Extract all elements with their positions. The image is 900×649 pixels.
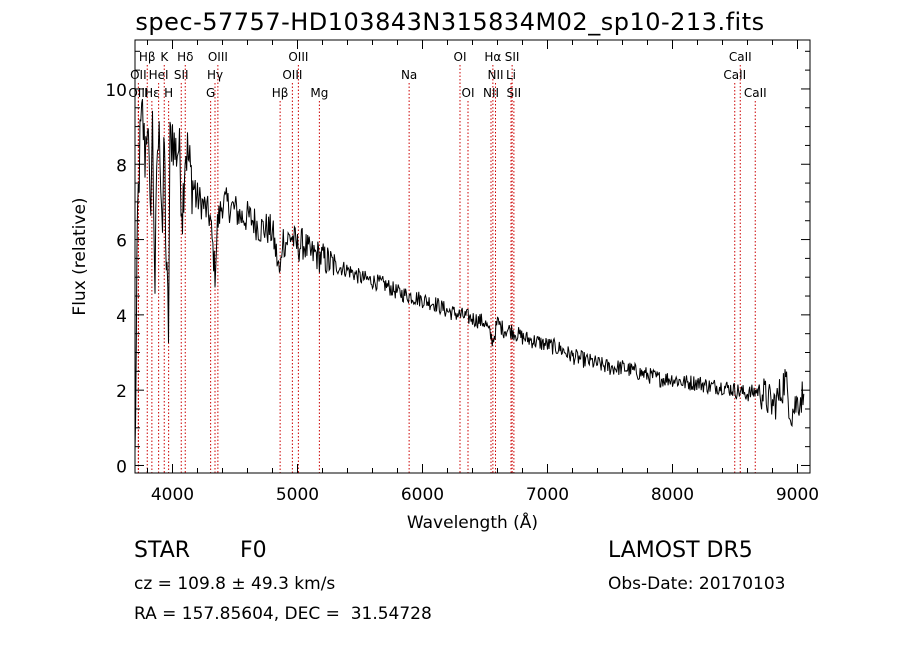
- x-tick-label: 9000: [776, 485, 819, 505]
- line-marker-label: Hε: [144, 86, 160, 100]
- y-tick-label: 10: [105, 81, 127, 101]
- line-marker-label: Hβ: [139, 50, 156, 64]
- line-marker-label: Hγ: [207, 68, 223, 82]
- spectrum-line: [134, 99, 805, 452]
- x-tick-label: 4000: [151, 485, 194, 505]
- line-marker-label: CaII: [729, 50, 752, 64]
- line-marker-label: K: [160, 50, 169, 64]
- x-tick-label: 5000: [276, 485, 319, 505]
- line-marker-labels: Hβ K Hδ OIII OIII OI Hα SII CaII OII HeI SII Hγ OIII N…: [128, 50, 766, 100]
- y-tick-label: 0: [116, 457, 127, 477]
- spectral-subclass: F0: [240, 538, 267, 563]
- x-axis-label: Wavelength (Å): [407, 511, 538, 533]
- y-axis: 0 2 4 6 8 10: [105, 50, 810, 477]
- line-marker-label: OI: [454, 50, 467, 64]
- line-marker-label: NII: [483, 86, 499, 100]
- plot-frame: [134, 39, 811, 474]
- x-axis: 4000 5000 6000 7000 8000 9000: [147, 40, 819, 505]
- x-tick-label: 7000: [526, 485, 569, 505]
- redshift-cz: cz = 109.8 ± 49.3 km/s: [134, 574, 336, 594]
- line-marker-label: SII: [507, 86, 522, 100]
- line-marker-label: OIII: [208, 50, 228, 64]
- line-marker-label: CaII: [723, 68, 746, 82]
- line-marker-label: Hβ: [272, 86, 289, 100]
- line-marker-label: OI: [462, 86, 475, 100]
- line-marker-label: OIII: [282, 68, 302, 82]
- line-marker-label: Li: [506, 68, 516, 82]
- y-axis-label: Flux (relative): [70, 197, 90, 315]
- line-marker-label: Hα: [484, 50, 501, 64]
- y-tick-label: 4: [116, 307, 127, 327]
- line-marker-label: Hδ: [177, 50, 193, 64]
- line-marker-label: H: [164, 86, 173, 100]
- line-marker-label: Mg: [310, 86, 328, 100]
- line-marker-label: CaII: [744, 86, 767, 100]
- y-tick-label: 2: [116, 382, 127, 402]
- chart-title: spec-57757-HD103843N315834M02_sp10-213.f…: [135, 8, 765, 36]
- line-marker-label: SII: [505, 50, 520, 64]
- line-marker-label: NII: [487, 68, 503, 82]
- ra-dec: RA = 157.85604, DEC = 31.54728: [134, 604, 432, 624]
- survey-name: LAMOST DR5: [608, 538, 753, 563]
- line-marker-label: OIII: [288, 50, 308, 64]
- x-tick-label: 8000: [651, 485, 694, 505]
- y-tick-label: 8: [116, 156, 127, 176]
- object-class: STAR: [134, 538, 191, 563]
- y-tick-label: 6: [116, 232, 127, 252]
- line-marker-label: OII: [130, 68, 147, 82]
- line-marker-label: HeI: [149, 68, 169, 82]
- x-tick-label: 6000: [401, 485, 444, 505]
- line-marker-label: Na: [401, 68, 417, 82]
- observation-date: Obs-Date: 20170103: [608, 574, 786, 594]
- line-marker-label: SII: [174, 68, 189, 82]
- line-marker-label: OIII: [128, 86, 148, 100]
- line-markers: [137, 65, 756, 473]
- line-marker-label: G: [206, 86, 215, 100]
